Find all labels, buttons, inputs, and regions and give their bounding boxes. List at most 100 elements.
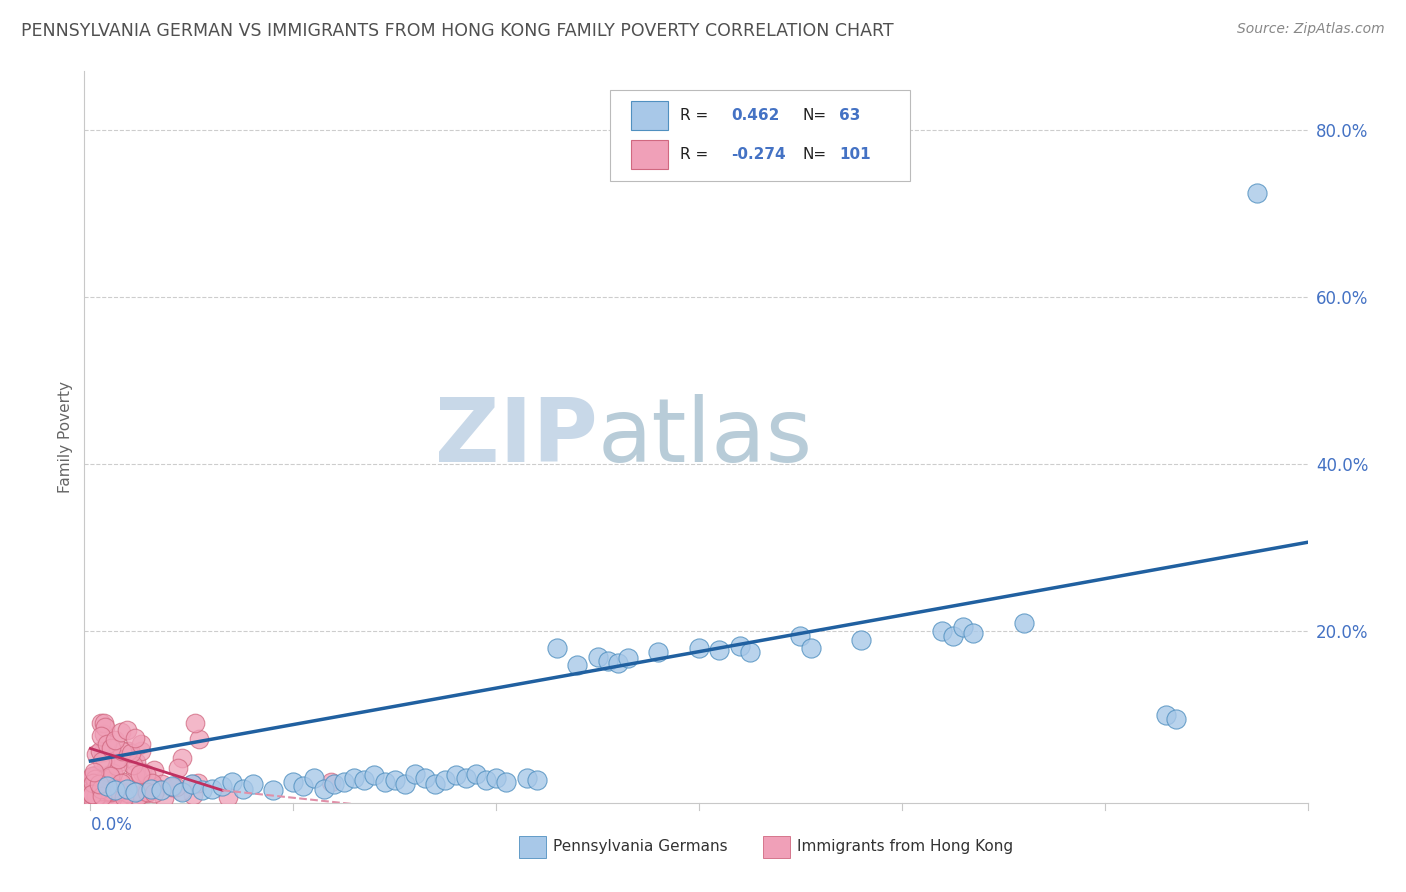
Point: [962, 626, 984, 640]
Point: [84, 789, 107, 803]
Text: -0.274: -0.274: [731, 147, 786, 161]
Point: [184, 716, 207, 731]
Point: [91, 781, 114, 796]
Point: [413, 771, 436, 785]
Point: [96, 737, 118, 751]
Point: [464, 766, 486, 780]
Point: [83, 785, 105, 799]
Point: [129, 767, 152, 781]
Point: [121, 758, 143, 772]
Point: [90, 716, 112, 731]
Point: [232, 781, 254, 796]
Point: [108, 784, 131, 798]
Point: [97, 768, 120, 782]
Point: [283, 775, 305, 789]
Point: [312, 781, 335, 796]
Point: [606, 656, 628, 670]
Point: [800, 641, 823, 656]
Point: [129, 737, 152, 751]
Point: [110, 724, 132, 739]
Point: [117, 744, 139, 758]
Point: [125, 755, 148, 769]
Text: PENNSYLVANIA GERMAN VS IMMIGRANTS FROM HONG KONG FAMILY POVERTY CORRELATION CHAR: PENNSYLVANIA GERMAN VS IMMIGRANTS FROM H…: [21, 22, 894, 40]
Point: [84, 789, 107, 804]
Point: [117, 786, 139, 800]
Point: [98, 786, 121, 800]
Point: [100, 790, 122, 805]
Point: [84, 787, 107, 801]
Point: [647, 645, 669, 659]
Point: [292, 779, 315, 793]
Point: [931, 624, 953, 639]
Point: [217, 790, 239, 805]
Point: [942, 629, 965, 643]
Point: [394, 776, 416, 790]
Point: [135, 767, 157, 781]
Y-axis label: Family Poverty: Family Poverty: [58, 381, 73, 493]
Text: ZIP: ZIP: [436, 393, 598, 481]
Point: [82, 787, 104, 801]
Point: [96, 785, 118, 799]
Text: R =: R =: [681, 108, 709, 123]
Point: [150, 783, 173, 797]
Point: [454, 771, 477, 785]
Point: [82, 790, 104, 805]
Point: [96, 785, 118, 799]
Point: [221, 775, 243, 789]
FancyBboxPatch shape: [631, 140, 668, 169]
Point: [111, 789, 134, 803]
Point: [145, 781, 167, 796]
Text: N=: N=: [803, 147, 827, 161]
Point: [188, 732, 211, 747]
Point: [596, 654, 619, 668]
FancyBboxPatch shape: [631, 101, 668, 130]
Point: [98, 769, 121, 783]
Point: [485, 771, 508, 785]
Point: [101, 790, 124, 805]
Point: [82, 787, 104, 801]
Point: [89, 774, 111, 789]
Point: [94, 753, 117, 767]
Point: [586, 649, 609, 664]
Point: [90, 783, 112, 797]
Point: [363, 768, 385, 782]
Point: [165, 780, 187, 795]
Text: 63: 63: [839, 108, 860, 123]
Point: [105, 782, 128, 797]
Point: [110, 743, 132, 757]
Text: Source: ZipAtlas.com: Source: ZipAtlas.com: [1237, 22, 1385, 37]
Point: [93, 772, 115, 787]
Point: [546, 641, 568, 656]
Point: [353, 773, 375, 788]
Point: [93, 727, 115, 741]
Point: [108, 789, 131, 804]
Point: [136, 786, 159, 800]
Point: [141, 775, 163, 789]
Point: [90, 787, 112, 801]
Point: [87, 777, 110, 791]
Point: [111, 774, 134, 789]
Point: [1012, 616, 1035, 631]
Point: [104, 733, 127, 747]
Point: [321, 775, 343, 789]
Point: [129, 744, 152, 758]
Point: [688, 641, 710, 656]
Point: [104, 783, 127, 797]
Point: [262, 783, 284, 797]
Point: [90, 729, 112, 743]
Point: [172, 751, 194, 765]
Point: [475, 773, 498, 788]
Point: [82, 783, 104, 797]
Point: [211, 779, 233, 793]
Point: [91, 790, 114, 805]
Point: [1246, 186, 1268, 200]
Point: [94, 786, 117, 800]
Point: [84, 747, 107, 761]
Point: [82, 790, 104, 805]
Point: [181, 788, 204, 802]
FancyBboxPatch shape: [763, 836, 790, 858]
Point: [143, 787, 166, 801]
Point: [127, 789, 149, 803]
Point: [115, 723, 138, 737]
Point: [167, 760, 190, 774]
